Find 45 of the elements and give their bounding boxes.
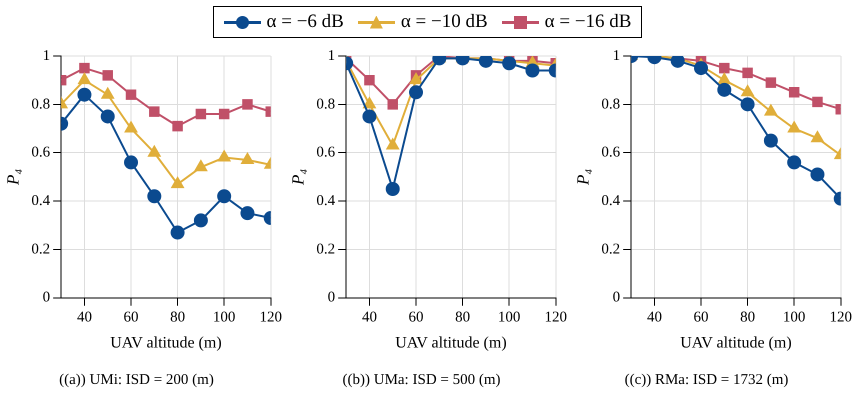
y-tick-label: 0.2 — [316, 241, 336, 258]
y-axis-title: P₄ — [4, 168, 23, 186]
x-tick-label: 80 — [740, 310, 756, 326]
x-tick-label: 100 — [212, 310, 236, 326]
y-tick-label: 0 — [612, 290, 620, 306]
x-tick-label: 100 — [498, 310, 520, 326]
y-tick-label: 0 — [328, 290, 336, 306]
y-tick-label: 0.8 — [31, 96, 50, 112]
x-axis-title: UAV altitude (m) — [395, 334, 507, 352]
text: ((b)) UMa: ISD = 500 (m) — [342, 372, 501, 388]
y-tick-label: 0.8 — [316, 96, 336, 112]
y-tick-label: 0.6 — [316, 144, 336, 161]
x-tick-label: 40 — [76, 310, 92, 326]
x-tick-label: 60 — [408, 310, 424, 326]
x-tick-label: 120 — [544, 310, 567, 326]
x-tick-label: 120 — [260, 310, 282, 326]
legend-label: α = −16 dB — [544, 11, 632, 33]
x-tick-label: 100 — [782, 310, 806, 326]
y-tick-label: 0.8 — [601, 96, 620, 112]
y-axis-title: P₄ — [574, 168, 593, 186]
x-axis-title: UAV altitude (m) — [110, 334, 222, 352]
y-axis-title: P₄ — [288, 168, 308, 186]
x-tick-label: 40 — [646, 310, 662, 326]
x-tick-label: 80 — [455, 310, 470, 326]
x-tick-label: 60 — [124, 310, 139, 326]
x-tick-label: 60 — [694, 310, 709, 326]
y-tick-label: 0.6 — [601, 144, 621, 161]
y-tick-label: 0 — [42, 290, 50, 306]
x-tick-label: 80 — [170, 310, 186, 326]
y-tick-label: 1 — [42, 48, 50, 64]
x-tick-label: 120 — [830, 310, 852, 326]
legend-label: α = −10 dB — [400, 11, 488, 33]
y-tick-label: 1 — [328, 48, 336, 64]
y-tick-label: 0.2 — [31, 241, 50, 258]
y-tick-label: 0.4 — [601, 193, 621, 210]
y-tick-label: 0.4 — [316, 193, 336, 210]
x-axis-title: UAV altitude (m) — [680, 334, 792, 352]
y-tick-label: 0.4 — [31, 193, 51, 210]
text: ((a)) UMi: ISD = 200 (m) — [59, 372, 214, 388]
y-tick-label: 0.2 — [601, 241, 620, 258]
y-tick-label: 1 — [612, 48, 620, 64]
x-tick-label: 40 — [362, 310, 377, 326]
legend-label: α = −6 dB — [266, 11, 344, 33]
text: ((c)) RMa: ISD = 1732 (m) — [624, 372, 788, 388]
y-tick-label: 0.6 — [31, 144, 51, 161]
